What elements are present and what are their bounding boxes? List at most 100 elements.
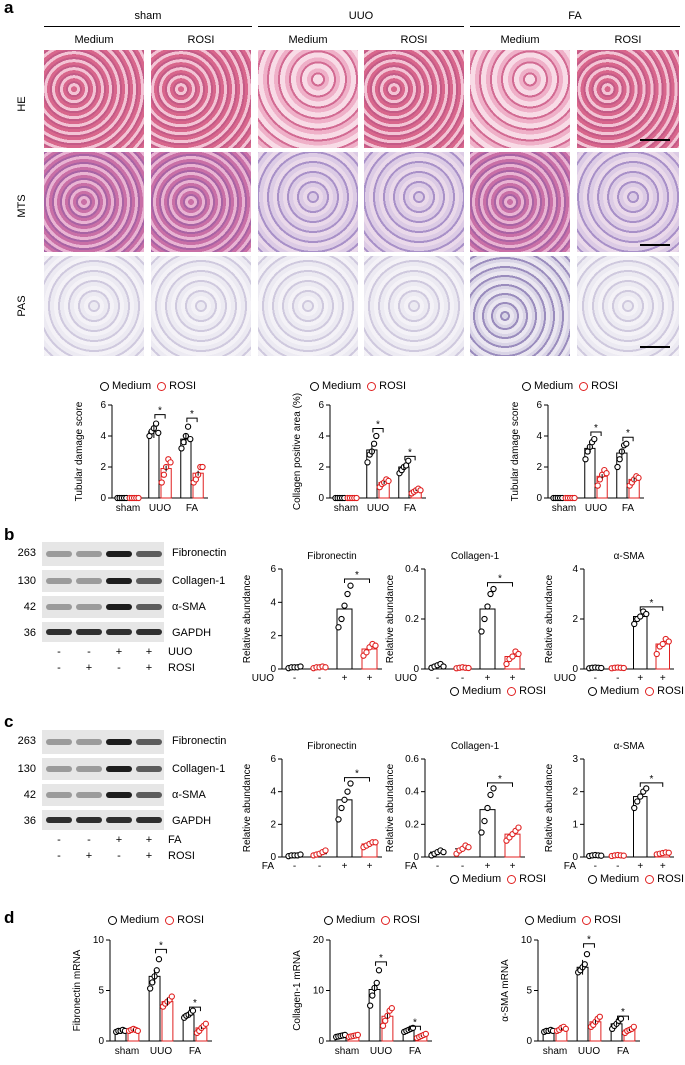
legend-rosi-label: ROSI <box>177 914 205 926</box>
micrograph-he-sham-medium <box>44 50 144 148</box>
data-point <box>189 1007 197 1014</box>
data-point <box>490 585 497 593</box>
legend-rosi-marker <box>165 915 175 925</box>
significance-bracket <box>344 777 370 782</box>
data-point <box>637 793 644 800</box>
chart-b2-plot: Collagen-1 0 0.2 0.4 Relative abundance - - + + U… <box>385 551 525 684</box>
mw-marker-b-1: 130 <box>17 575 36 587</box>
significance-bracket <box>622 436 634 442</box>
data-point <box>135 494 142 502</box>
data-point <box>341 602 348 609</box>
treatment-sign: - <box>594 861 597 872</box>
legend: Medium ROSI <box>450 685 546 697</box>
chart-a1: 0 2 4 6 Tubular damage score sham UUO * FA * <box>74 400 208 514</box>
x-tick-label: FA <box>404 503 417 514</box>
treatment-label: FA <box>262 861 275 872</box>
treatment-sign: + <box>115 834 123 846</box>
mw-marker-b-0: 263 <box>17 547 36 559</box>
chart-b2: Collagen-1 0 0.2 0.4 Relative abundance - - + + U… <box>385 551 525 684</box>
data-point <box>375 967 383 974</box>
data-point <box>335 624 342 631</box>
data-point <box>178 445 185 452</box>
legend-medium-marker <box>100 381 109 391</box>
significance-bracket <box>375 961 387 966</box>
col-header-6: ROSI <box>614 34 642 46</box>
significance-bracket <box>583 943 595 948</box>
chart-title: α-SMA <box>614 551 645 562</box>
blot-band <box>106 792 132 798</box>
y-tick-label: 3 <box>572 754 578 765</box>
blot-band <box>136 766 162 772</box>
blot-band <box>106 739 132 745</box>
y-tick-label: 0 <box>100 493 106 504</box>
data-point <box>591 435 598 443</box>
data-point <box>490 785 497 792</box>
legend-rosi-marker <box>645 874 655 884</box>
micrograph-pas-fa-rosi <box>577 256 679 356</box>
y-tick-label: 0 <box>270 664 276 675</box>
significance-star: * <box>594 423 598 434</box>
blot-band <box>136 604 162 610</box>
mw-marker-b-3: 36 <box>23 627 36 639</box>
blot-band <box>136 792 162 798</box>
group-rule-fa <box>470 26 680 27</box>
legend-medium-marker <box>450 874 459 884</box>
legend-medium-marker <box>310 381 319 391</box>
blot-band <box>106 578 132 584</box>
blot-band <box>46 817 72 823</box>
bar-medium <box>148 430 160 499</box>
mw-marker-c-1: 130 <box>17 763 36 775</box>
data-point <box>659 640 666 648</box>
data-point <box>344 788 351 795</box>
data-point <box>603 470 610 477</box>
significance-bracket <box>617 1015 629 1021</box>
data-point <box>147 985 154 992</box>
y-tick-label: 0 <box>572 664 578 675</box>
significance-star: * <box>626 428 630 439</box>
scale-bar <box>640 244 670 246</box>
group-rule-sham <box>44 26 252 27</box>
treatment-sign: - <box>594 673 597 684</box>
significance-star: * <box>621 1007 625 1018</box>
significance-star: * <box>158 406 162 417</box>
blot-band <box>76 551 102 557</box>
data-point <box>338 615 345 623</box>
y-tick-label: 0.2 <box>405 819 419 830</box>
legend-rosi-label: ROSI <box>169 380 197 392</box>
x-tick-label: FA <box>409 1046 422 1057</box>
y-tick-label: 20 <box>313 935 325 946</box>
y-axis-label: Relative abundance <box>242 574 253 663</box>
chart-a2: 0 2 4 6 Collagen positive area (%) sham UUO * FA… <box>292 393 426 514</box>
chart-d3-plot: 0 5 10 α-SMA mRNA sham UUO * FA * <box>500 935 640 1057</box>
significance-star: * <box>159 940 163 951</box>
data-point <box>422 1030 429 1038</box>
data-point <box>598 664 605 672</box>
data-point <box>353 494 360 502</box>
blot-band <box>136 551 162 557</box>
y-tick-label: 0 <box>270 852 276 863</box>
data-point <box>614 463 621 471</box>
treatment-label: ROSI <box>168 662 195 674</box>
y-tick-label: 0.6 <box>405 754 419 765</box>
significance-bracket <box>590 431 602 437</box>
data-point <box>465 664 472 672</box>
legend-medium-marker <box>324 915 333 925</box>
chart-d2-plot: 0 10 20 Collagen-1 mRNA sham UUO * FA * <box>292 935 432 1057</box>
micrograph-mts-sham-rosi <box>151 152 251 252</box>
legend: Medium ROSI <box>310 380 406 392</box>
data-point <box>369 992 376 999</box>
significance-bracket <box>409 1025 421 1031</box>
blot-strip-b-2 <box>42 596 164 618</box>
data-point <box>341 796 348 803</box>
micrograph-pas-sham-medium <box>44 256 144 356</box>
significance-bracket <box>155 948 167 954</box>
data-point <box>347 780 354 787</box>
y-tick-label: 2 <box>572 614 578 625</box>
data-point <box>631 804 638 812</box>
x-tick-label: UUO <box>585 503 607 514</box>
significance-star: * <box>650 598 654 609</box>
treatment-sign: + <box>510 861 516 872</box>
treatment-sign: + <box>85 662 93 674</box>
data-point <box>199 463 206 471</box>
y-tick-label: 5 <box>526 986 532 997</box>
